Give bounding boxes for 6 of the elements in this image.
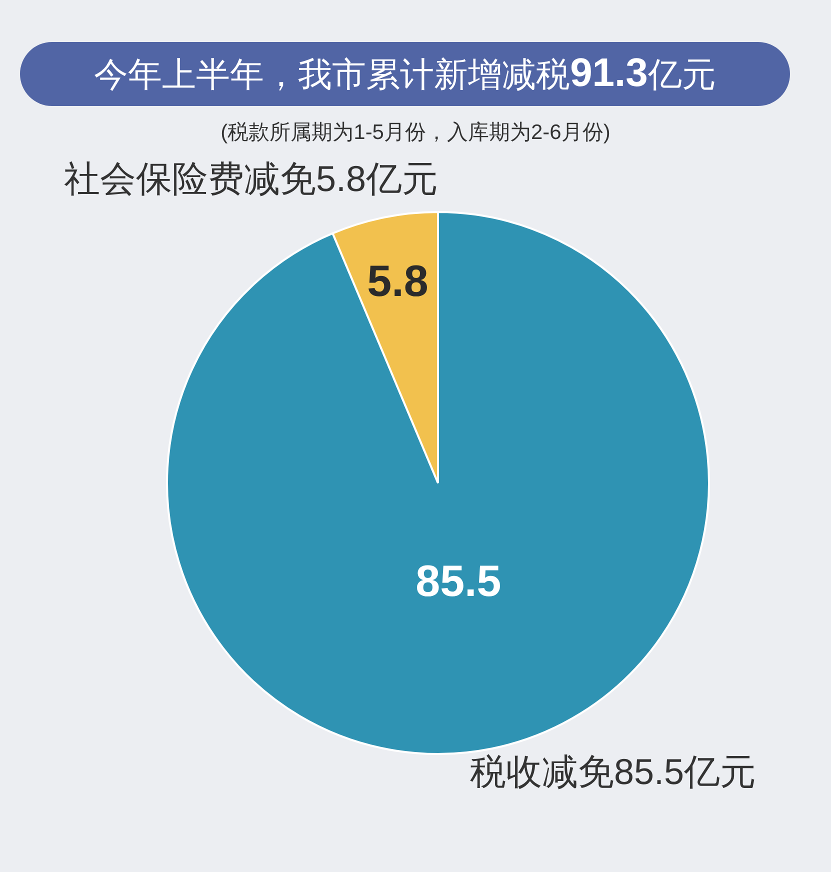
data-label: 85.5	[416, 557, 502, 606]
data-label: 5.8	[367, 256, 428, 306]
slice-label: 税收减免85.5亿元	[470, 750, 756, 792]
chart-subtitle: (税款所属期为1-5月份，入库期为2-6月份)	[220, 120, 612, 146]
chart-title: 今年上半年，我市累计新增减税91.3亿元	[94, 50, 716, 94]
slice-label: 社会保险费减免5.8亿元	[64, 158, 438, 199]
